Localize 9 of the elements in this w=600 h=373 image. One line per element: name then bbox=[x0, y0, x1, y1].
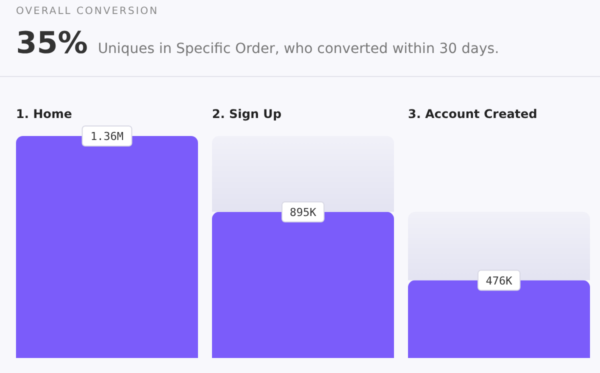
chart-title: OVERALL CONVERSION bbox=[16, 6, 159, 17]
x-tick-label: 3. Account Created bbox=[408, 107, 538, 121]
data-label: 1.36M bbox=[90, 130, 124, 143]
text: 35% bbox=[16, 26, 88, 61]
x-tick-label: 2. Sign Up bbox=[212, 107, 282, 121]
chart-subtitle: Uniques in Specific Order, who converted within 30 days. bbox=[98, 41, 500, 57]
x-tick-label: 1. Home bbox=[16, 107, 72, 121]
data-label: 895K bbox=[290, 206, 317, 219]
data-label: 476K bbox=[486, 274, 513, 288]
